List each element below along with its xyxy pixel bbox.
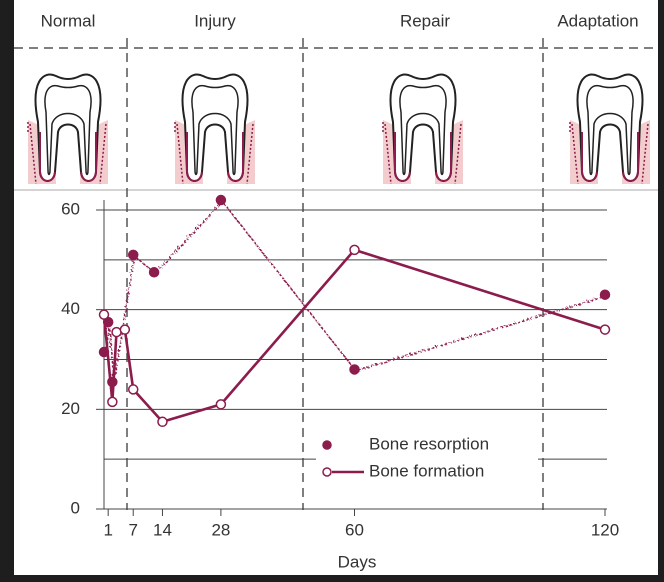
plot: 0 20 40 60 1 7 14 28 60 120 Bone resorption Bone fo… xyxy=(61,194,619,539)
data-point xyxy=(107,396,118,408)
series-line xyxy=(103,199,606,383)
data-point xyxy=(215,399,227,410)
y-tick-label: 0 xyxy=(71,498,80,517)
data-point xyxy=(599,289,611,300)
data-point xyxy=(349,244,360,256)
legend-marker xyxy=(322,440,332,450)
data-point xyxy=(148,267,160,278)
legend-label: Bone resorption xyxy=(369,434,489,453)
legend-marker xyxy=(322,467,332,477)
x-axis-label: Days xyxy=(338,552,377,571)
data-point xyxy=(349,364,360,375)
legend-box xyxy=(316,430,538,488)
x-tick-label: 60 xyxy=(345,520,364,539)
stage-label: Adaptation xyxy=(557,11,638,30)
x-tick-label: 1 xyxy=(103,520,112,539)
data-point xyxy=(599,324,611,335)
y-tick-label: 40 xyxy=(61,299,80,318)
stage-label: Injury xyxy=(194,11,236,30)
x-tick-label: 7 xyxy=(128,520,137,539)
x-tick-label: 28 xyxy=(211,520,230,539)
data-point xyxy=(215,194,227,206)
data-point xyxy=(127,384,139,395)
panel xyxy=(14,0,658,575)
data-point xyxy=(98,309,110,320)
legend-label: Bone formation xyxy=(369,461,484,480)
stage-label: Repair xyxy=(400,11,450,30)
data-point xyxy=(157,416,168,428)
data-point xyxy=(119,324,131,335)
data-point xyxy=(127,249,139,261)
x-tick-label: 14 xyxy=(153,520,172,539)
y-tick-label: 20 xyxy=(61,399,80,418)
stage-label: Normal xyxy=(41,11,96,30)
y-tick-label: 60 xyxy=(61,199,80,218)
x-tick-label: 120 xyxy=(591,520,619,539)
